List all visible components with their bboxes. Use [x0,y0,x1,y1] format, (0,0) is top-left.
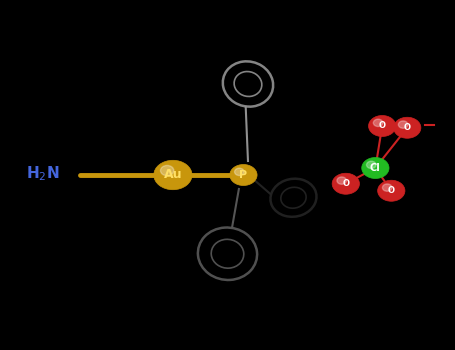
Text: O: O [404,123,411,132]
Text: Cl: Cl [370,163,381,173]
Circle shape [369,116,396,136]
Text: O: O [379,121,386,131]
Text: O: O [388,186,395,195]
Text: P: P [239,170,248,180]
Circle shape [332,173,359,194]
Circle shape [399,121,408,128]
Circle shape [378,180,405,201]
Circle shape [154,160,192,190]
Text: O: O [342,179,349,188]
Circle shape [230,164,257,186]
Circle shape [367,161,376,169]
Circle shape [394,117,421,138]
Text: H$_2$N: H$_2$N [25,164,59,183]
Circle shape [161,166,174,176]
Circle shape [362,158,389,178]
Circle shape [337,177,347,184]
Circle shape [382,184,392,191]
Circle shape [373,119,383,127]
Circle shape [235,168,244,176]
Text: Au: Au [164,168,182,182]
